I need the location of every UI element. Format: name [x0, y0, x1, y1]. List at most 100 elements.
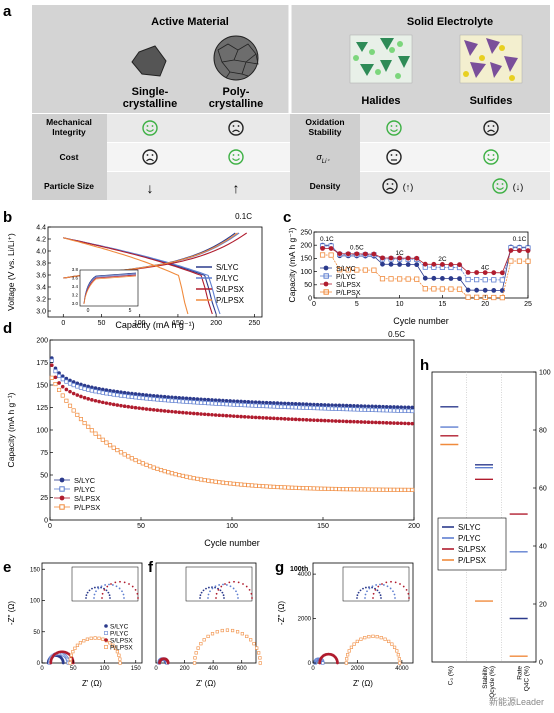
rate-point-S/LPSX — [354, 251, 360, 257]
cycle-point-P/LPSX — [67, 403, 73, 408]
panel-c-ytick-label: 200 — [300, 243, 312, 250]
cycle-point-P/LPSX — [381, 487, 386, 492]
panel-g-xlabel: Z' (Ω) — [353, 679, 373, 688]
legend-label-P/LYC: P/LYC — [458, 534, 481, 543]
rate-point-S/LYC — [491, 287, 497, 293]
cycle-point-S/LPSX — [122, 404, 127, 409]
cycle-point-P/LPSX — [118, 450, 124, 455]
nyquist-inset-point — [207, 597, 209, 599]
cycle-point-P/LPSX — [290, 485, 295, 490]
cycle-point-S/LPSX — [257, 415, 262, 420]
discharge-curve-P/LPSX — [63, 237, 189, 315]
panel-h-ytick-label: 40 — [539, 543, 547, 550]
panel-d-ytick-label: 175 — [36, 360, 48, 367]
cycle-point-S/LYC — [184, 396, 189, 401]
cycle-point-P/LPSX — [144, 462, 149, 467]
cycle-point-S/LYC — [213, 398, 218, 402]
rate-point-P/LPSX — [508, 258, 514, 264]
panel-b-ylabel: Voltage (V vs. Li/Li⁺) — [6, 233, 16, 311]
nyquist-inset-point — [368, 587, 371, 590]
cycle-point-P/LPSX — [279, 485, 284, 490]
halides-structure-icon — [349, 34, 413, 84]
legend-label-P/LYC: P/LYC — [336, 274, 356, 281]
panel-f-xtick-label: 0 — [154, 666, 158, 672]
nyquist-point — [215, 630, 219, 634]
nyquist-inset-point — [205, 587, 207, 590]
cycle-point-P/LYC — [391, 408, 397, 413]
panel-d-rate: 0.5C — [388, 330, 405, 339]
cycle-point-P/LPSX — [49, 375, 54, 380]
poly-crystal-icon — [213, 35, 259, 81]
cycle-point-P/LYC — [308, 405, 313, 410]
face-eye — [487, 125, 490, 127]
cycle-point-P/LPSX — [224, 481, 229, 486]
cycle-point-P/LPSX — [399, 487, 404, 492]
cycle-point-P/LYC — [180, 399, 185, 404]
cycle-point-P/LPSX — [93, 431, 98, 436]
cycle-point-P/LYC — [118, 393, 124, 398]
nyquist-point — [392, 645, 397, 649]
cycle-point-P/LPSX — [155, 466, 160, 471]
face-eye — [390, 125, 393, 127]
panel-d-xtick-label: 50 — [137, 523, 145, 530]
cycle-point-P/LYC — [279, 404, 284, 409]
legend-label-S/LPSX: S/LPSX — [216, 285, 245, 294]
nyquist-inset-point — [202, 589, 205, 592]
face-eye — [151, 125, 154, 127]
nyquist-inset-point — [251, 597, 253, 599]
panel-d-axes: 0 50 100 150 200 0 25 50 75 100 125 150 175 200 — [36, 337, 420, 530]
rate-point-S/LPSX — [345, 251, 351, 257]
cycle-point-S/LPSX — [337, 419, 342, 423]
cycle-point-S/LPSX — [50, 363, 54, 368]
rate-point-S/LYC — [397, 262, 402, 267]
cycle-point-P/LPSX — [330, 486, 335, 491]
single-crystalline-label: Single-crystalline — [123, 86, 177, 110]
cycle-point-S/LPSX — [144, 407, 149, 411]
cycle-point-P/LPSX — [304, 486, 309, 491]
poly-crystalline-label: Poly-crystalline — [209, 86, 263, 110]
cycle-point-S/LYC — [126, 391, 131, 395]
nyquist-inset-point — [199, 594, 202, 597]
cycle-point-S/LYC — [141, 392, 145, 397]
face-mouth — [487, 158, 495, 161]
face-outline — [228, 149, 244, 165]
cycle-point-S/LPSX — [239, 414, 243, 419]
panel-h-ytick-label: 0 — [539, 659, 543, 666]
nyquist-inset-point — [229, 585, 232, 588]
nyquist-inset-point — [224, 583, 226, 585]
panel-c-xlabel: Cycle number — [393, 316, 449, 326]
rate-point-P/LPSX — [499, 295, 505, 301]
rate-point-S/LPSX — [405, 255, 411, 261]
halides-label: Halides — [361, 95, 400, 107]
nyquist-inset-point — [118, 587, 121, 590]
nyquist-point — [336, 661, 339, 665]
cycle-point-P/LPSX — [377, 487, 382, 492]
nyquist-inset-point — [215, 592, 218, 595]
cycle-point-S/LPSX — [373, 420, 378, 425]
cycle-point-P/LPSX — [100, 437, 105, 442]
cycle-point-P/LYC — [260, 403, 265, 409]
cycle-point-P/LYC — [111, 392, 116, 397]
nyquist-inset-point — [392, 590, 394, 593]
category-line: Qcycle (%) — [489, 666, 496, 698]
cycle-point-S/LPSX — [90, 398, 94, 402]
cycle-point-S/LPSX — [348, 419, 353, 424]
cycle-point-S/LPSX — [261, 415, 265, 420]
nyquist-inset-point — [385, 581, 388, 584]
panel-h-category-label: StabilityQcycle (%) — [482, 665, 496, 698]
face-eye — [386, 183, 389, 185]
inset-ytick-label: 3.6 — [72, 276, 79, 281]
cycle-point-S/LPSX — [177, 410, 182, 415]
nyquist-inset-point — [225, 584, 228, 586]
nyquist-inset-point — [364, 597, 366, 599]
cycle-point-P/LYC — [377, 408, 382, 413]
cycle-point-S/LYC — [246, 400, 251, 404]
cycle-point-S/LPSX — [210, 412, 214, 417]
panel-g-label: g — [275, 559, 284, 576]
cycle-point-S/LPSX — [253, 415, 258, 420]
halides-density-note: (↑) — [403, 182, 414, 192]
nyquist-inset-point — [379, 583, 381, 586]
face-eye — [146, 154, 149, 156]
